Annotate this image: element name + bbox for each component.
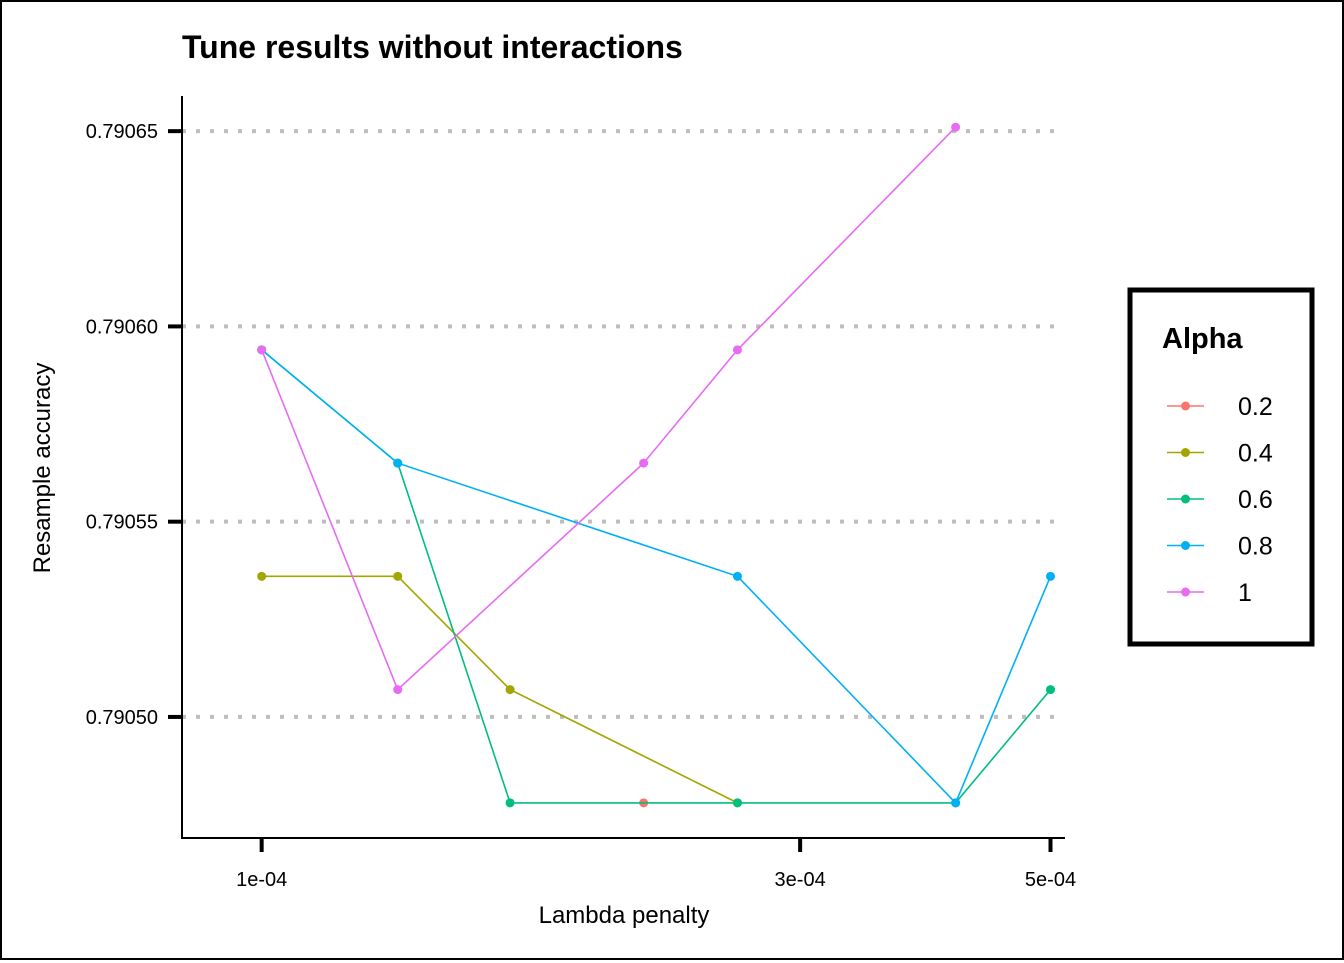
x-axis-title: Lambda penalty (539, 902, 710, 929)
data-point (732, 798, 742, 808)
data-point (1046, 685, 1056, 695)
data-point (1046, 571, 1056, 581)
data-point (732, 571, 742, 581)
legend-item: 1 (1167, 579, 1252, 607)
data-point (505, 685, 515, 695)
data-point (505, 798, 515, 808)
legend-key-point (1181, 587, 1190, 597)
legend-key-point (1181, 448, 1190, 457)
data-point (393, 685, 403, 695)
legend-label: 1 (1238, 579, 1252, 607)
y-tick-label: 0.79055 (86, 512, 158, 534)
legend-item: 0.2 (1167, 393, 1273, 421)
legend-item: 0.8 (1167, 533, 1273, 561)
legend: Alpha 0.2 0.4 0.6 0.8 1 (1127, 287, 1315, 647)
legend-key-point (1181, 494, 1190, 504)
y-tick-label: 0.79050 (86, 707, 158, 729)
legend-label: 0.8 (1238, 533, 1273, 561)
x-tick-label: 1e-04 (236, 869, 287, 891)
x-tick-label: 3e-04 (775, 869, 826, 891)
series-1 (257, 122, 961, 695)
grid-lines (182, 129, 1055, 719)
series-lines (257, 122, 1056, 808)
y-tick-label: 0.79065 (86, 121, 158, 143)
data-point (639, 458, 649, 468)
y-tick-label: 0.79060 (86, 316, 158, 338)
data-point (951, 122, 961, 132)
data-point (393, 458, 403, 468)
data-point (257, 345, 267, 355)
legend-items: 0.2 0.4 0.6 0.8 1 (1167, 393, 1273, 607)
x-tick-label: 5e-04 (1025, 869, 1076, 891)
legend-key-point (1181, 541, 1190, 550)
legend-item: 0.6 (1167, 486, 1273, 514)
x-axis-ticks: 1e-04 3e-04 5e-04 (236, 838, 1076, 891)
legend-label: 0.6 (1238, 486, 1273, 514)
legend-item: 0.4 (1167, 440, 1273, 468)
y-axis-title: Resample accuracy (29, 363, 56, 574)
chart-title: Tune results without interactions (182, 29, 683, 65)
legend-title: Alpha (1162, 323, 1243, 355)
data-point (257, 571, 267, 581)
legend-box (1127, 287, 1315, 647)
y-axis-ticks: 0.79050 0.79055 0.79060 0.79065 (86, 121, 182, 729)
legend-key-point (1181, 401, 1190, 411)
data-point (393, 571, 403, 581)
legend-label: 0.4 (1238, 440, 1273, 468)
series-line (260, 126, 957, 691)
axes (181, 96, 1065, 839)
data-point (732, 345, 742, 355)
data-point (951, 798, 961, 808)
legend-label: 0.2 (1238, 393, 1273, 421)
